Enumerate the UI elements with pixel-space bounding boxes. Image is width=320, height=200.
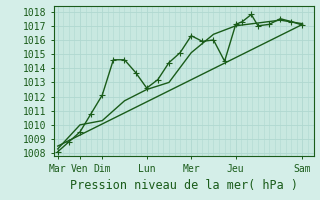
X-axis label: Pression niveau de la mer( hPa ): Pression niveau de la mer( hPa )	[70, 179, 298, 192]
